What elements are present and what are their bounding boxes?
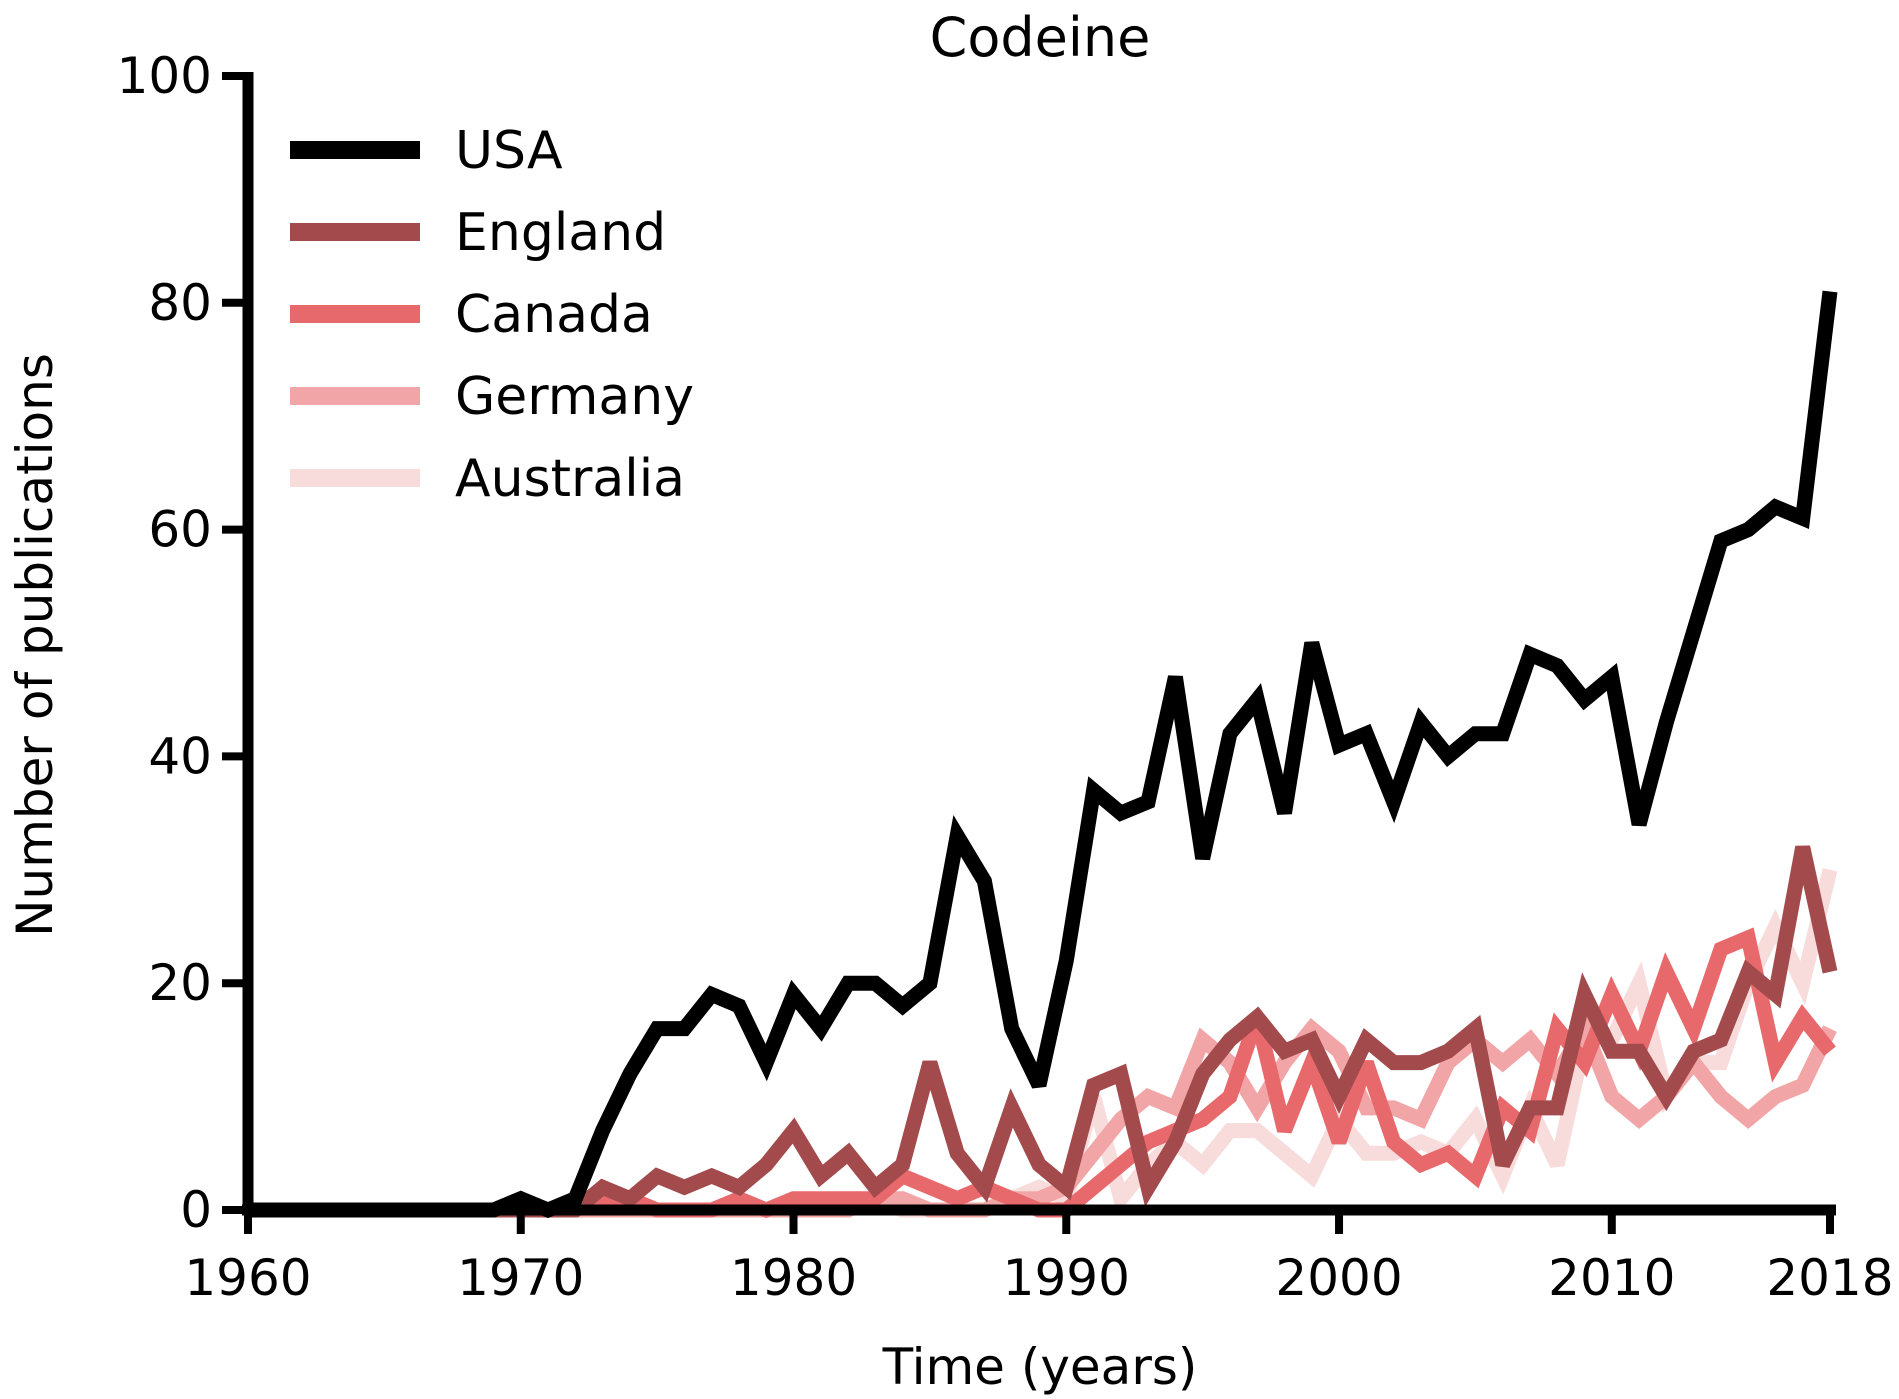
legend-label-england: England	[455, 203, 666, 263]
x-tick-label: 1980	[730, 1249, 857, 1307]
series-line-usa	[248, 290, 1838, 1219]
y-axis-label: Number of publications	[6, 353, 64, 937]
axes	[242, 72, 1836, 1216]
x-tick-label: 2018	[1766, 1249, 1893, 1307]
y-tick-label: 100	[117, 47, 212, 105]
x-tick-label: 1990	[1003, 1249, 1130, 1307]
legend: USA England Canada Germany Australia	[290, 121, 694, 509]
y-tick-label: 20	[148, 954, 212, 1012]
x-tick-label: 2010	[1548, 1249, 1675, 1307]
x-tick-label: 2000	[1275, 1249, 1402, 1307]
series-lines	[248, 290, 1838, 1219]
chart-title: Codeine	[930, 6, 1151, 69]
legend-label-usa: USA	[455, 121, 563, 181]
legend-label-australia: Australia	[455, 449, 685, 509]
y-tick-label: 80	[148, 274, 212, 332]
x-tick-label: 1960	[184, 1249, 311, 1307]
y-tick-label: 40	[148, 727, 212, 785]
axis-ticks: 1960 1970 1980 1990 2000 2010 2018 0 20 40 60 80 100	[117, 47, 1894, 1307]
y-tick-label: 0	[180, 1181, 212, 1239]
y-tick-label: 60	[148, 501, 212, 559]
legend-label-germany: Germany	[455, 367, 694, 427]
series-line-england	[248, 845, 1838, 1218]
x-axis-label: Time (years)	[882, 1338, 1198, 1396]
x-tick-label: 1970	[457, 1249, 584, 1307]
legend-label-canada: Canada	[455, 285, 653, 345]
